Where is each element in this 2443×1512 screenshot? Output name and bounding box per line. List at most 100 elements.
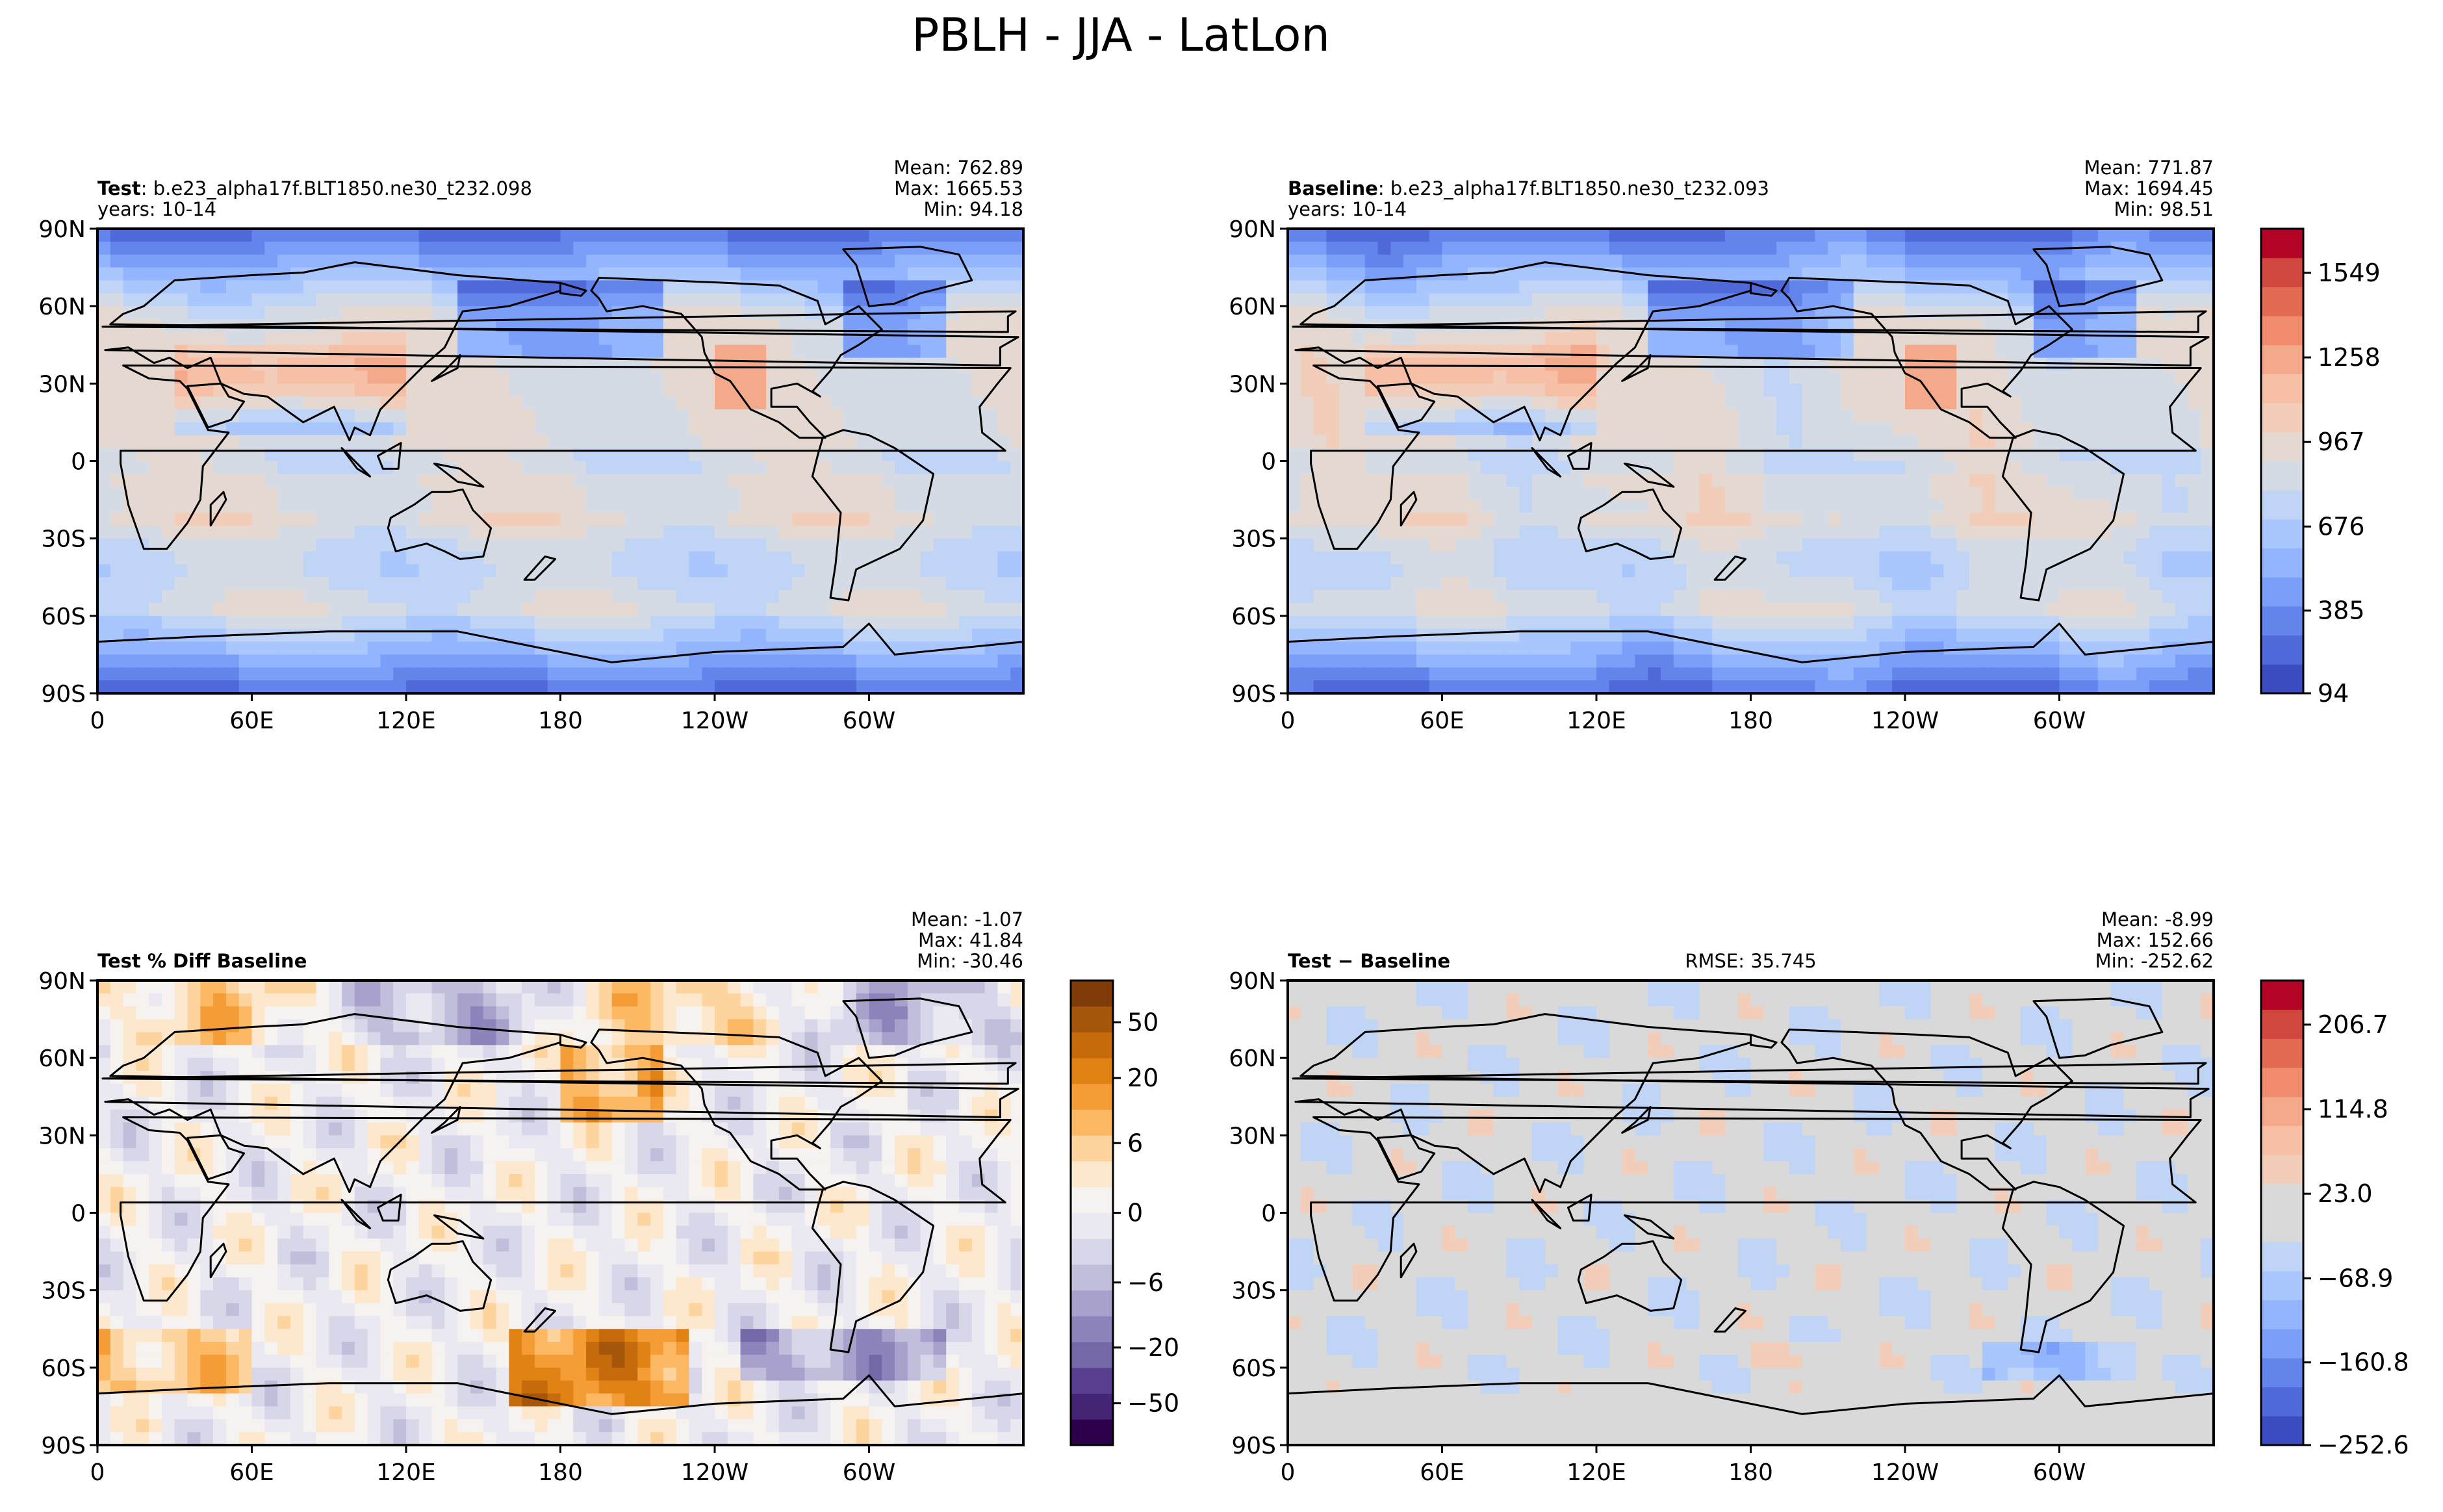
panel-label: Test % Diff Baseline: [97, 950, 307, 972]
panel-years: years: 10-14: [97, 198, 216, 220]
colorbar-tick-label: 1549: [2318, 259, 2381, 287]
panel-label: Baseline: b.e23_alpha17f.BLT1850.ne30_t2…: [1288, 177, 1769, 199]
lat-tick-label: 60N: [1229, 1045, 1276, 1072]
figure-title: PBLH - JJA - LatLon: [912, 8, 1330, 62]
colorbar-swatch: [1071, 1238, 1113, 1265]
colorbar-cb-pblh: 1549 1258 967 676 385 94: [2260, 227, 2381, 708]
colorbar-swatch: [2261, 374, 2303, 404]
panel-stat: Min: 94.18: [924, 198, 1023, 220]
lat-tick-label: 30S: [41, 1278, 86, 1305]
colorbar-swatch: [2261, 1300, 2303, 1329]
colorbar-tick-label: 6: [1127, 1129, 1143, 1157]
colorbar-swatch: [2261, 403, 2303, 433]
lat-tick-label: 60S: [1231, 604, 1276, 630]
panel-stat: Mean: 771.87: [2084, 157, 2214, 179]
lon-tick-label: 60W: [2033, 708, 2086, 734]
colorbar-tick-label: 114.8: [2318, 1095, 2388, 1123]
panel-stat: Max: 1694.45: [2084, 177, 2214, 199]
lat-tick-label: 60S: [41, 1355, 86, 1382]
colorbar-swatch: [2261, 1329, 2303, 1359]
lon-tick-label: 60W: [2033, 1459, 2086, 1486]
colorbar-tick-label: 385: [2318, 596, 2365, 625]
colorbar-swatch: [2261, 1242, 2303, 1272]
lon-tick-label: 180: [1728, 1459, 1773, 1486]
colorbar-swatch: [1071, 1212, 1113, 1239]
lat-tick-label: 60S: [41, 604, 86, 630]
colorbar-swatch: [2261, 980, 2303, 1010]
colorbar-tick-label: 50: [1127, 1008, 1158, 1036]
field-baseline: [1288, 229, 2214, 693]
lon-tick-label: 120W: [681, 708, 748, 734]
lat-tick-label: 90S: [41, 681, 86, 708]
colorbar-swatch: [1071, 1316, 1113, 1342]
colorbar-swatch: [2261, 229, 2303, 259]
colorbar-tick-label: 967: [2318, 428, 2365, 456]
lon-tick-label: 0: [90, 708, 105, 734]
colorbar-swatch: [2261, 548, 2303, 578]
lat-tick-label: 0: [71, 449, 86, 476]
colorbar-tick-label: 206.7: [2318, 1010, 2388, 1039]
colorbar-swatch: [1071, 1083, 1113, 1110]
lon-tick-label: 180: [538, 708, 583, 734]
lon-tick-label: 60W: [843, 708, 895, 734]
colorbar-tick-label: −6: [1127, 1268, 1164, 1297]
colorbar-swatch: [2261, 606, 2303, 636]
colorbar-swatch: [2261, 1270, 2303, 1301]
lat-tick-label: 90N: [1229, 968, 1276, 995]
colorbar-swatch: [1071, 1393, 1113, 1420]
colorbar-swatch: [2261, 1416, 2303, 1446]
lat-tick-label: 60N: [38, 1045, 86, 1072]
lon-tick-label: 120E: [376, 708, 435, 734]
lat-tick-label: 90N: [1229, 216, 1276, 243]
panel-stat: Min: 98.51: [2114, 198, 2214, 220]
panel-label: Test − Baseline: [1288, 950, 1450, 972]
lon-tick-label: 120E: [376, 1459, 435, 1486]
lon-tick-label: 60E: [229, 1459, 274, 1486]
coastlines: [97, 997, 1023, 1445]
field-test: [97, 229, 1023, 693]
panel-stat: Max: 152.66: [2097, 929, 2214, 951]
colorbar-tick-label: −68.9: [2318, 1264, 2393, 1292]
colorbar-tick-label: −252.6: [2318, 1431, 2409, 1459]
lat-tick-label: 30S: [1231, 1278, 1276, 1305]
lat-tick-label: 0: [71, 1201, 86, 1227]
colorbar-swatch: [1071, 1419, 1113, 1446]
colorbar-swatch: [2261, 490, 2303, 520]
coastlines: [97, 246, 1023, 693]
colorbar-swatch: [2261, 1009, 2303, 1039]
panel-stat: Mean: 762.89: [894, 157, 1023, 179]
field-pctdiff: [97, 980, 1023, 1445]
colorbar-swatch: [1071, 1264, 1113, 1291]
panel-stat: Max: 1665.53: [894, 177, 1023, 199]
colorbar-swatch: [1071, 1342, 1113, 1368]
colorbar-swatch: [2261, 287, 2303, 316]
colorbar-swatch: [2261, 664, 2303, 694]
panel-stat: Min: -30.46: [917, 950, 1023, 972]
lat-tick-label: 90N: [38, 968, 86, 995]
lat-tick-label: 60S: [1231, 1355, 1276, 1382]
lat-tick-label: 90S: [1231, 1433, 1276, 1459]
colorbar-tick-label: −160.8: [2318, 1348, 2409, 1377]
colorbar-swatch: [2261, 461, 2303, 491]
lat-tick-label: 90N: [38, 216, 86, 243]
lon-tick-label: 60E: [1420, 1459, 1465, 1486]
lat-tick-label: 30S: [1231, 526, 1276, 553]
panel-stat: Min: -252.62: [2095, 950, 2214, 972]
lat-tick-label: 0: [1261, 449, 1276, 476]
colorbar-swatch: [2261, 1183, 2303, 1213]
lon-tick-label: 180: [538, 1459, 583, 1486]
colorbar-swatch: [2261, 577, 2303, 607]
coastlines: [1288, 246, 2214, 693]
colorbar-swatch: [2261, 1125, 2303, 1155]
lon-tick-label: 120E: [1567, 708, 1626, 734]
lat-tick-label: 90S: [41, 1433, 86, 1459]
colorbar-swatch: [2261, 1068, 2303, 1097]
colorbar-cb-pct: 50 20 6 0 −6 −20 −50: [1069, 979, 1179, 1446]
lon-tick-label: 180: [1728, 708, 1773, 734]
colorbar-swatch: [1071, 1006, 1113, 1032]
lon-tick-label: 120W: [1871, 1459, 1939, 1486]
